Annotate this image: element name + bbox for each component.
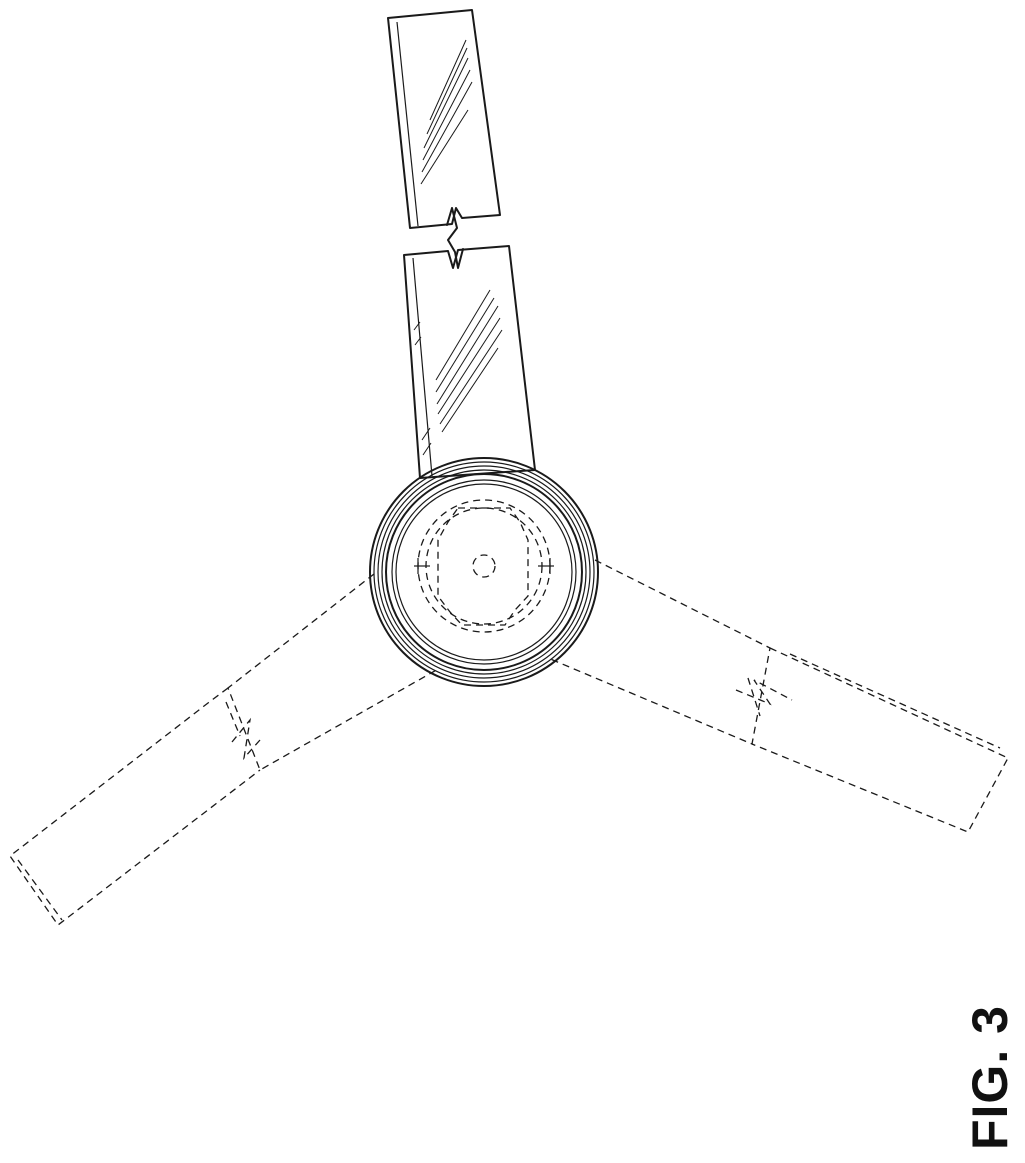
phantom-blade-right <box>548 560 1008 832</box>
hub-center-dashed-circle <box>473 555 495 577</box>
blade-lower-segment <box>404 246 535 478</box>
fan-hub <box>370 458 598 686</box>
phantom-blade-left <box>10 574 440 925</box>
figure-label: FIG. 3 <box>965 1005 1015 1150</box>
solid-fan-blade <box>388 10 535 478</box>
